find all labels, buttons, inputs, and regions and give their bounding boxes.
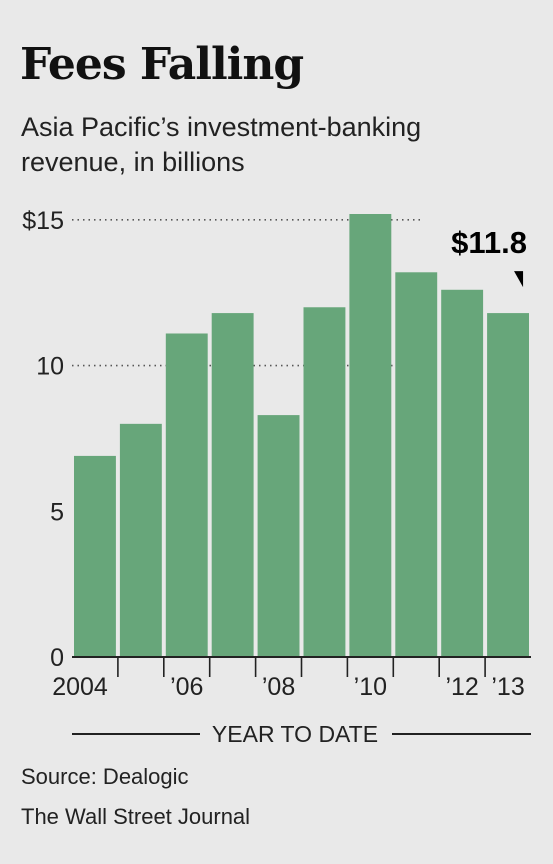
x-tick-label: ’06 [170,673,203,701]
y-tick-label: $15 [22,207,64,235]
chart-title: Fees Falling [20,39,304,90]
y-tick-label: 0 [50,644,64,672]
bar-2008 [257,415,300,657]
bar-2009 [303,307,346,657]
bar-2011 [395,272,438,657]
y-tick-label: 10 [36,353,64,381]
x-tick-label: ’12 [445,673,478,701]
callout-pointer [514,271,524,288]
bar-2012 [441,289,484,657]
publisher-credit: The Wall Street Journal [21,804,251,829]
bar-2006 [165,333,208,657]
bar-2007 [211,313,254,657]
x-tick-label: ’13 [491,673,524,701]
bracket-label: YEAR TO DATE [212,721,378,747]
x-tick-label: 2004 [52,673,108,701]
source-note: Source: Dealogic [21,764,189,789]
bar-chart: 0 5 10 $15 2004 ’06 ’08 ’10 ’12 ’13 $11.8 YEAR TO D… [22,207,531,747]
chart-subtitle: Asia Pacific’s investment-banking revenu… [21,112,422,177]
bar-2004 [74,455,116,657]
x-tick-label: ’08 [262,673,295,701]
bar-2010 [349,214,392,657]
y-tick-label: 5 [50,498,64,526]
bar-2005 [119,423,162,657]
bar-2013 [487,313,529,657]
x-tick-label: ’10 [354,673,387,701]
value-callout: $11.8 [451,225,527,260]
